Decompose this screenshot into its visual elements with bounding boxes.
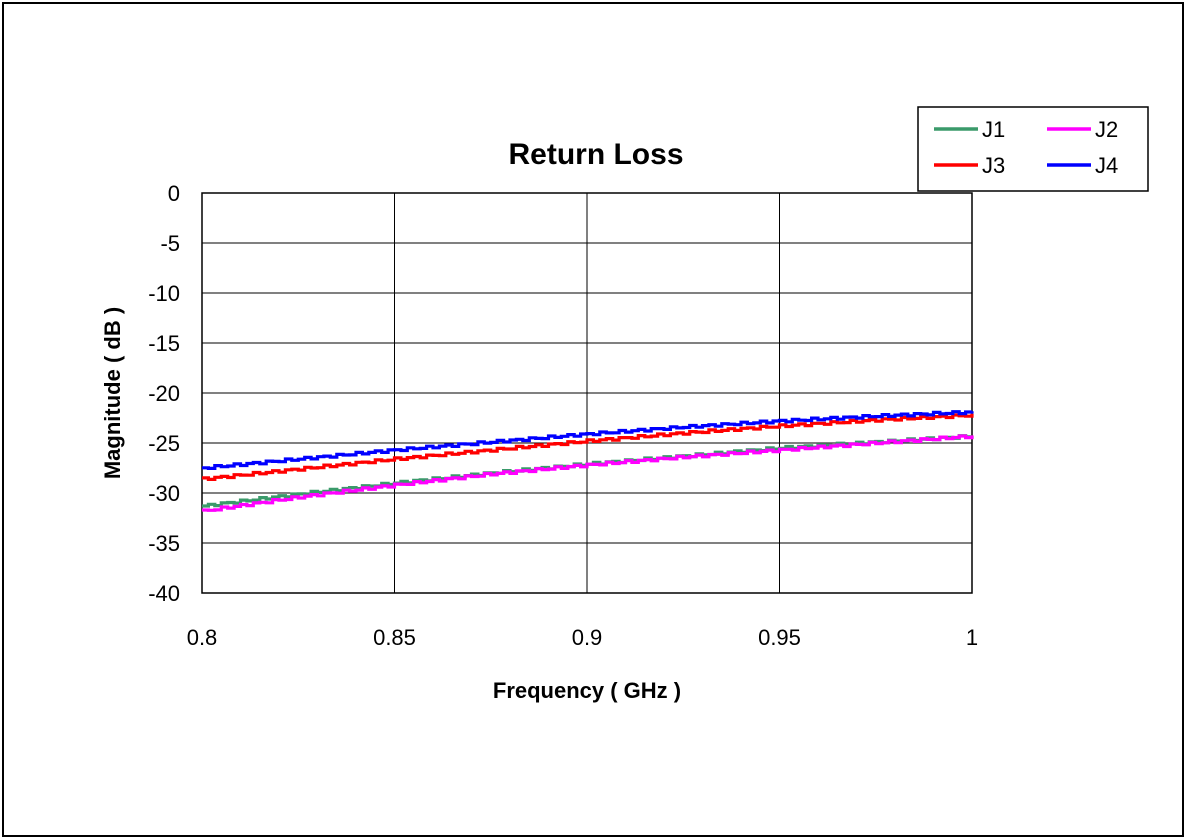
y-tick-label: -40 [148,581,180,606]
y-tick-labels: 0 -5 -10 -15 -20 -25 -30 -35 -40 [148,181,180,606]
grid-lines [201,192,973,594]
x-tick-label: 0.8 [187,625,218,650]
y-tick-label: -15 [148,331,180,356]
y-tick-label: 0 [168,181,180,206]
y-tick-label: -35 [148,531,180,556]
legend: J1 J2 J3 J4 [917,106,1149,192]
x-tick-label: 0.9 [572,625,603,650]
y-tick-label: -10 [148,281,180,306]
series-line-j4 [202,410,974,470]
legend-label-j1: J1 [982,117,1005,142]
x-tick-label: 1 [966,625,978,650]
y-tick-label: -30 [148,481,180,506]
legend-label-j3: J3 [982,153,1005,178]
y-tick-label: -5 [160,231,180,256]
series-layer [202,410,974,512]
legend-label-j2: J2 [1095,117,1118,142]
y-axis-label: Magnitude ( dB ) [100,307,125,479]
x-axis-label: Frequency ( GHz ) [493,678,681,703]
series-line-j3 [202,413,974,481]
y-tick-label: -25 [148,431,180,456]
y-tick-label: -20 [148,381,180,406]
series-line-j2 [202,434,974,512]
x-tick-label: 0.95 [758,625,801,650]
chart-title: Return Loss [508,138,683,171]
x-tick-label: 0.85 [373,625,416,650]
plot-border [201,192,973,594]
legend-box [917,106,1149,192]
x-tick-labels: 0.8 0.85 0.9 0.95 1 [187,625,978,650]
legend-label-j4: J4 [1095,153,1118,178]
